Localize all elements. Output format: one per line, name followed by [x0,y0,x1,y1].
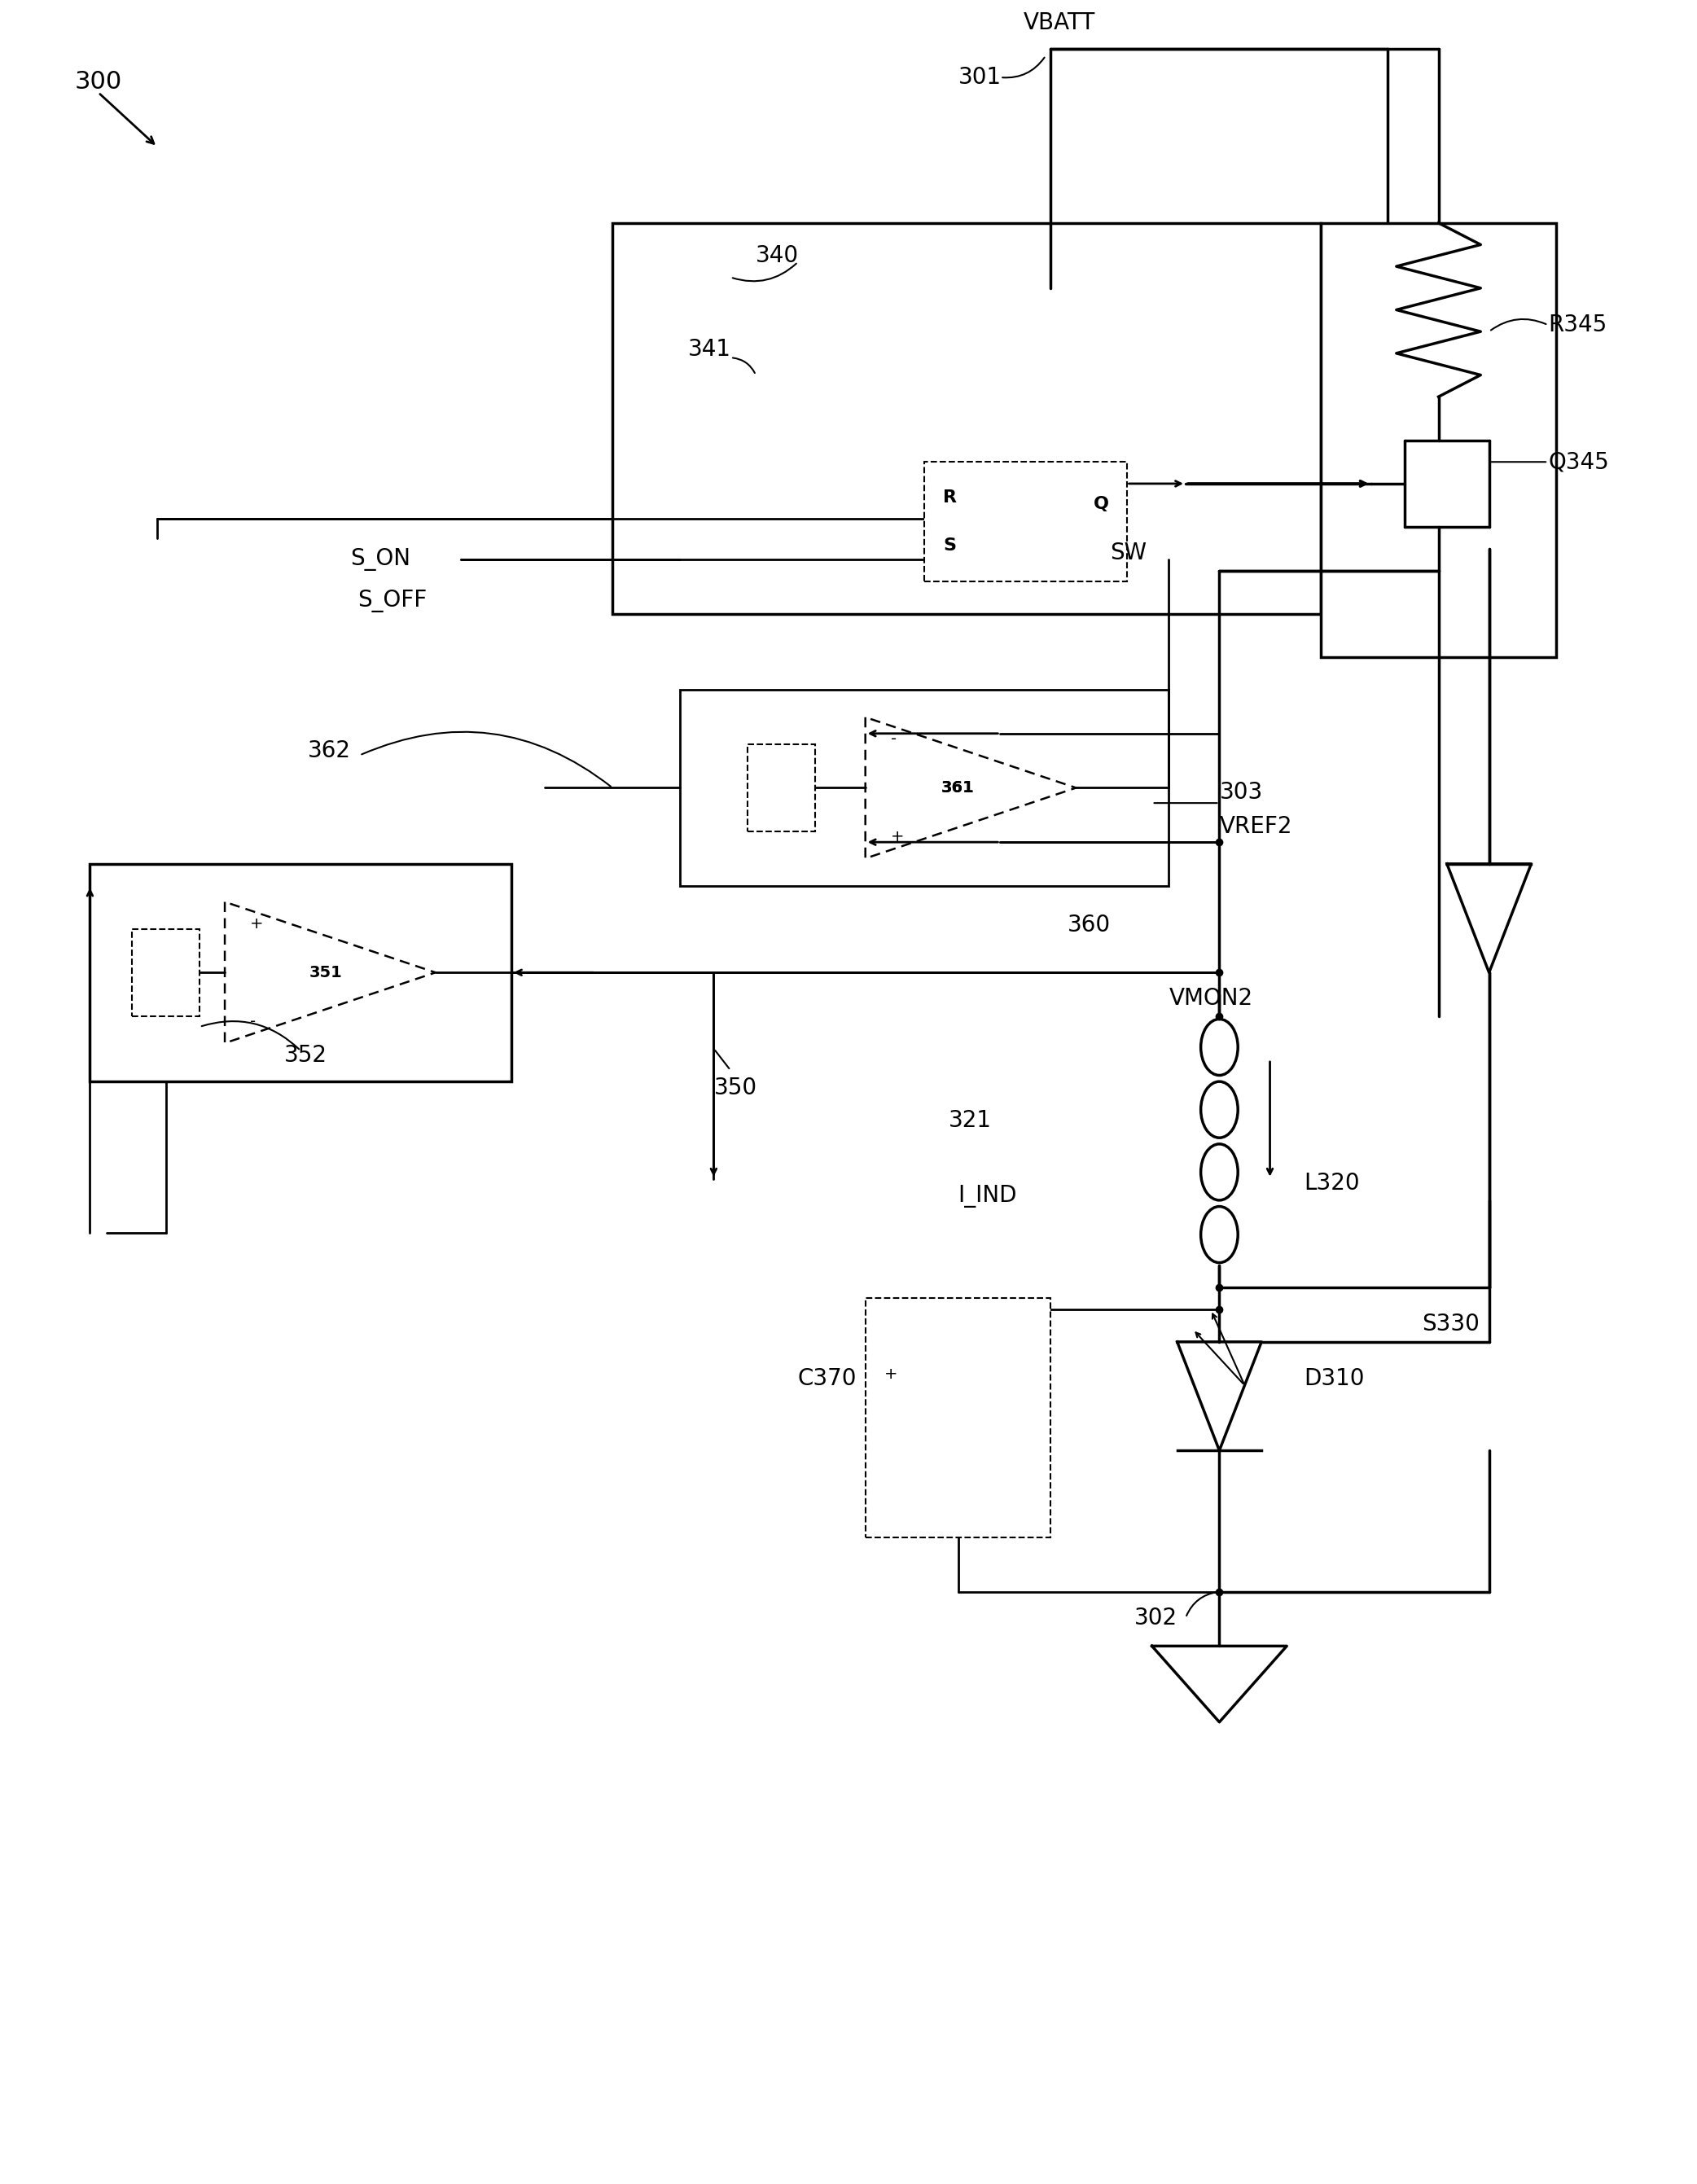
Text: 340: 340 [755,245,799,266]
Text: L320: L320 [1303,1173,1359,1195]
Text: 362: 362 [309,740,351,762]
Ellipse shape [1201,1081,1237,1138]
FancyBboxPatch shape [925,463,1127,581]
Text: -: - [249,1013,256,1029]
Bar [1320,223,1556,657]
Ellipse shape [1201,1144,1237,1201]
Text: R345: R345 [1548,314,1607,336]
Text: 302: 302 [1134,1607,1178,1629]
Text: 300: 300 [75,70,122,94]
FancyBboxPatch shape [865,1299,1050,1538]
Text: 351: 351 [309,965,343,981]
Text: 350: 350 [714,1077,757,1099]
Text: 341: 341 [689,339,731,360]
Text: +: + [891,830,905,845]
Text: +: + [249,915,263,930]
Text: SW: SW [1110,542,1147,566]
Ellipse shape [1201,1206,1237,1262]
Text: 360: 360 [1067,913,1112,937]
Text: Q345: Q345 [1548,450,1609,474]
Text: S_OFF: S_OFF [358,590,428,612]
Text: D310: D310 [1303,1367,1364,1391]
Bar [613,223,1320,614]
Text: VMON2: VMON2 [1169,987,1252,1009]
Bar [680,690,1169,885]
Text: 361: 361 [942,780,974,795]
FancyBboxPatch shape [747,745,815,832]
Ellipse shape [1201,1020,1237,1075]
Text: +: + [884,1367,898,1382]
Text: R: R [944,489,957,507]
Text: VBATT: VBATT [1023,11,1095,35]
Text: C370: C370 [798,1367,857,1391]
Text: 361: 361 [942,780,974,795]
Bar [90,865,511,1081]
FancyBboxPatch shape [132,928,200,1016]
Text: VREF2: VREF2 [1220,815,1291,839]
Text: S_ON: S_ON [350,548,411,570]
Text: S330: S330 [1422,1313,1480,1337]
Text: -: - [891,732,896,747]
Text: Q: Q [1093,496,1110,511]
Text: 321: 321 [949,1109,991,1131]
Text: S: S [944,537,955,555]
Text: 352: 352 [283,1044,328,1066]
Text: 301: 301 [959,66,1001,90]
Text: 303: 303 [1220,780,1263,804]
Text: I_IND: I_IND [959,1186,1017,1208]
